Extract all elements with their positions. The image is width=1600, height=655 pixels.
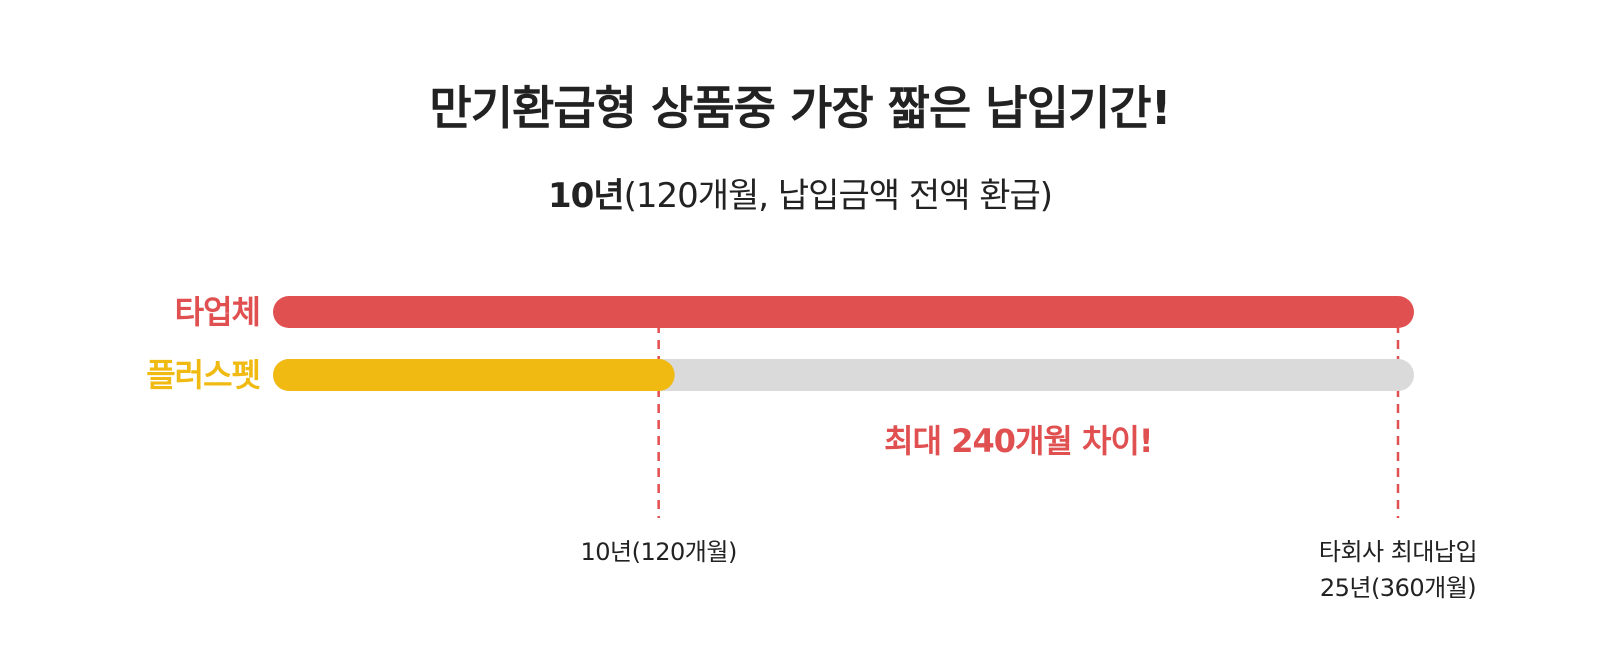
series-label-competitor: 타업체 bbox=[175, 293, 260, 331]
series-label-plus: 플러스펫 bbox=[146, 356, 260, 394]
marker-label-120-line-1: 10년(120개월) bbox=[581, 538, 737, 566]
bar-competitor bbox=[273, 296, 1414, 328]
subtitle-highlight: 10년 bbox=[547, 176, 625, 216]
page-title: 만기환급형 상품중 가장 짧은 납입기간! bbox=[429, 81, 1171, 135]
bar-plus bbox=[273, 359, 675, 391]
marker-label-360-line-2: 25년(360개월) bbox=[1320, 574, 1476, 602]
difference-callout: 최대 240개월 차이! bbox=[884, 422, 1152, 460]
page-subtitle: 10년(120개월, 납입금액 전액 환급) bbox=[0, 168, 1600, 217]
subtitle-detail: (120개월, 납입금액 전액 환급) bbox=[623, 176, 1053, 216]
marker-label-360-line-1: 타회사 최대납입 bbox=[1319, 538, 1477, 566]
